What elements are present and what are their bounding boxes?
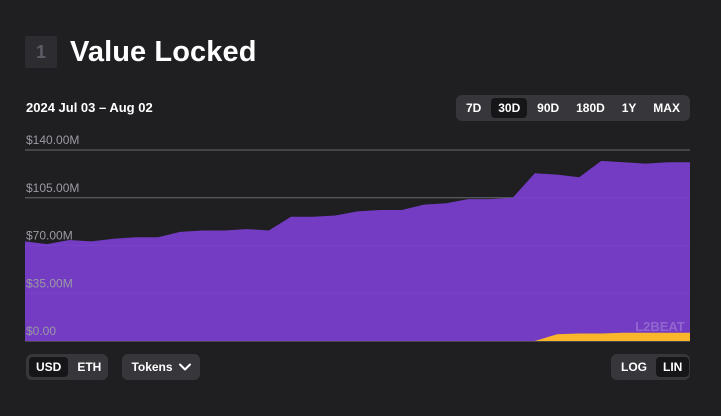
y-tick-label: $0.00: [26, 324, 56, 338]
log-scale-button[interactable]: LOG: [621, 360, 647, 374]
y-tick-label: $35.00M: [26, 276, 73, 290]
y-tick-label: $70.00M: [26, 229, 73, 243]
chart-svg: $140.00M $105.00M $70.00M $35.00M $0.00 L2BE…: [25, 133, 690, 342]
usd-button[interactable]: USD: [29, 357, 69, 377]
lin-scale-button[interactable]: LIN: [656, 357, 690, 377]
scale-toggle: LOG LIN: [611, 354, 690, 380]
range-1y-button[interactable]: 1Y: [621, 101, 637, 115]
chevron-down-icon: [178, 363, 191, 371]
date-range-label: 2024 Jul 03 – Aug 02: [26, 100, 153, 115]
watermark: L2BEAT: [635, 319, 685, 334]
value-locked-chart[interactable]: $140.00M $105.00M $70.00M $35.00M $0.00 L2BE…: [0, 125, 721, 350]
range-max-button[interactable]: MAX: [653, 101, 680, 115]
tokens-label: Tokens: [131, 360, 173, 374]
token-value-area: [25, 332, 690, 341]
step-badge: 1: [25, 36, 57, 68]
range-7d-button[interactable]: 7D: [466, 101, 482, 115]
section-header: 1 Value Locked: [25, 35, 257, 69]
currency-toggle: USD ETH: [26, 354, 108, 380]
total-value-area: [25, 160, 690, 341]
eth-button[interactable]: ETH: [77, 360, 102, 374]
range-90d-button[interactable]: 90D: [537, 101, 560, 115]
y-tick-label: $105.00M: [26, 181, 79, 195]
y-tick-label: $140.00M: [26, 133, 79, 147]
range-180d-button[interactable]: 180D: [576, 101, 605, 115]
range-30d-button[interactable]: 30D: [491, 98, 528, 118]
page-title: Value Locked: [70, 35, 257, 68]
time-range-selector: 7D 30D 90D 180D 1Y MAX: [456, 95, 690, 121]
tokens-dropdown[interactable]: Tokens: [122, 354, 200, 380]
